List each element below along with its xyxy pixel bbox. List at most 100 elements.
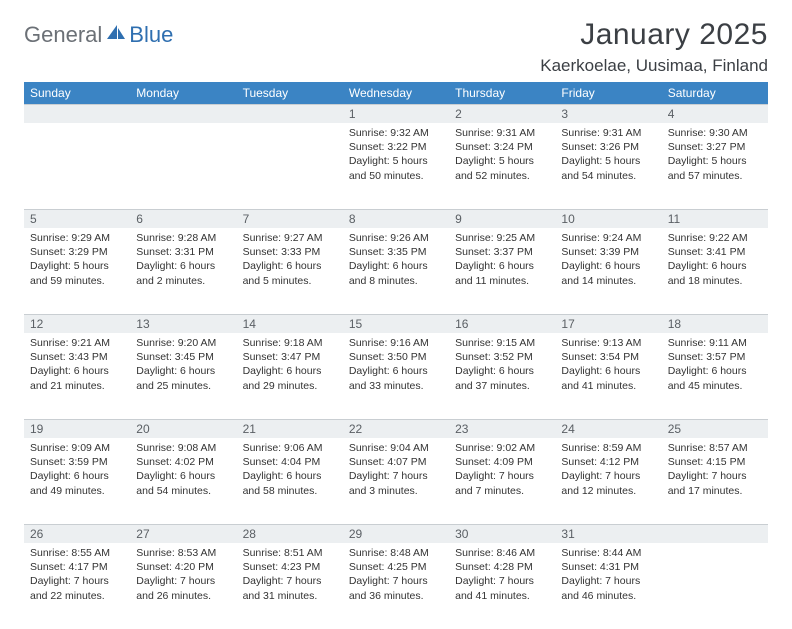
sunrise-line: Sunrise: 9:28 AM (136, 231, 230, 245)
day-cell: Sunrise: 9:29 AMSunset: 3:29 PMDaylight:… (24, 228, 130, 294)
sunrise-line: Sunrise: 9:15 AM (455, 336, 549, 350)
daylight-line: Daylight: 7 hours and 17 minutes. (668, 469, 762, 497)
sunset-line: Sunset: 3:50 PM (349, 350, 443, 364)
sunrise-line: Sunrise: 9:04 AM (349, 441, 443, 455)
day-cell: Sunrise: 8:51 AMSunset: 4:23 PMDaylight:… (237, 543, 343, 609)
sunset-line: Sunset: 3:31 PM (136, 245, 230, 259)
daylight-line: Daylight: 6 hours and 14 minutes. (561, 259, 655, 287)
weekday-header: Monday (130, 82, 236, 104)
sunset-line: Sunset: 4:31 PM (561, 560, 655, 574)
sunset-line: Sunset: 4:28 PM (455, 560, 549, 574)
day-cell: Sunrise: 9:31 AMSunset: 3:24 PMDaylight:… (449, 123, 555, 189)
day-number: 20 (130, 419, 236, 438)
sail-icon (105, 23, 127, 48)
empty-day (130, 104, 236, 123)
daynum-row: 262728293031 (24, 524, 768, 543)
daynum-row: 19202122232425 (24, 419, 768, 438)
day-number: 30 (449, 524, 555, 543)
sunrise-line: Sunrise: 8:44 AM (561, 546, 655, 560)
day-number: 17 (555, 314, 661, 333)
sunset-line: Sunset: 3:33 PM (243, 245, 337, 259)
daylight-line: Daylight: 7 hours and 31 minutes. (243, 574, 337, 602)
sunrise-line: Sunrise: 8:55 AM (30, 546, 124, 560)
sunrise-line: Sunrise: 9:06 AM (243, 441, 337, 455)
day-cell: Sunrise: 8:59 AMSunset: 4:12 PMDaylight:… (555, 438, 661, 504)
sunrise-line: Sunrise: 9:29 AM (30, 231, 124, 245)
sunrise-line: Sunrise: 9:16 AM (349, 336, 443, 350)
day-number: 26 (24, 524, 130, 543)
day-cell: Sunrise: 8:46 AMSunset: 4:28 PMDaylight:… (449, 543, 555, 609)
day-number: 16 (449, 314, 555, 333)
sunrise-line: Sunrise: 9:02 AM (455, 441, 549, 455)
calendar-table: SundayMondayTuesdayWednesdayThursdayFrid… (24, 82, 768, 629)
day-number: 21 (237, 419, 343, 438)
daylight-line: Daylight: 7 hours and 3 minutes. (349, 469, 443, 497)
day-number: 19 (24, 419, 130, 438)
logo-word-2: Blue (129, 22, 173, 48)
daylight-line: Daylight: 6 hours and 25 minutes. (136, 364, 230, 392)
sunrise-line: Sunrise: 9:27 AM (243, 231, 337, 245)
day-cell: Sunrise: 9:09 AMSunset: 3:59 PMDaylight:… (24, 438, 130, 504)
daylight-line: Daylight: 7 hours and 22 minutes. (30, 574, 124, 602)
daylight-line: Daylight: 6 hours and 29 minutes. (243, 364, 337, 392)
day-cell: Sunrise: 8:57 AMSunset: 4:15 PMDaylight:… (662, 438, 768, 504)
content-row: Sunrise: 9:29 AMSunset: 3:29 PMDaylight:… (24, 228, 768, 314)
daylight-line: Daylight: 7 hours and 7 minutes. (455, 469, 549, 497)
location: Kaerkoelae, Uusimaa, Finland (540, 56, 768, 76)
day-number: 7 (237, 209, 343, 228)
daylight-line: Daylight: 6 hours and 8 minutes. (349, 259, 443, 287)
sunrise-line: Sunrise: 8:57 AM (668, 441, 762, 455)
sunrise-line: Sunrise: 8:46 AM (455, 546, 549, 560)
day-cell: Sunrise: 9:26 AMSunset: 3:35 PMDaylight:… (343, 228, 449, 294)
day-cell: Sunrise: 9:20 AMSunset: 3:45 PMDaylight:… (130, 333, 236, 399)
day-cell: Sunrise: 9:15 AMSunset: 3:52 PMDaylight:… (449, 333, 555, 399)
sunset-line: Sunset: 3:22 PM (349, 140, 443, 154)
sunset-line: Sunset: 3:43 PM (30, 350, 124, 364)
day-number: 1 (343, 104, 449, 123)
day-number: 2 (449, 104, 555, 123)
sunset-line: Sunset: 3:45 PM (136, 350, 230, 364)
sunrise-line: Sunrise: 9:21 AM (30, 336, 124, 350)
daylight-line: Daylight: 7 hours and 12 minutes. (561, 469, 655, 497)
day-number: 9 (449, 209, 555, 228)
day-number: 15 (343, 314, 449, 333)
day-number: 31 (555, 524, 661, 543)
empty-day (237, 104, 343, 123)
sunrise-line: Sunrise: 9:32 AM (349, 126, 443, 140)
daylight-line: Daylight: 6 hours and 18 minutes. (668, 259, 762, 287)
sunrise-line: Sunrise: 9:13 AM (561, 336, 655, 350)
sunset-line: Sunset: 4:02 PM (136, 455, 230, 469)
weekday-header: Saturday (662, 82, 768, 104)
sunset-line: Sunset: 3:29 PM (30, 245, 124, 259)
sunset-line: Sunset: 3:26 PM (561, 140, 655, 154)
day-cell: Sunrise: 8:55 AMSunset: 4:17 PMDaylight:… (24, 543, 130, 609)
sunrise-line: Sunrise: 9:11 AM (668, 336, 762, 350)
day-cell: Sunrise: 8:48 AMSunset: 4:25 PMDaylight:… (343, 543, 449, 609)
daylight-line: Daylight: 7 hours and 41 minutes. (455, 574, 549, 602)
sunset-line: Sunset: 4:17 PM (30, 560, 124, 574)
sunset-line: Sunset: 3:47 PM (243, 350, 337, 364)
day-number: 5 (24, 209, 130, 228)
day-cell: Sunrise: 9:16 AMSunset: 3:50 PMDaylight:… (343, 333, 449, 399)
sunset-line: Sunset: 4:07 PM (349, 455, 443, 469)
day-number: 29 (343, 524, 449, 543)
day-cell: Sunrise: 9:08 AMSunset: 4:02 PMDaylight:… (130, 438, 236, 504)
weekday-header: Tuesday (237, 82, 343, 104)
logo: General Blue (24, 18, 173, 48)
sunrise-line: Sunrise: 9:08 AM (136, 441, 230, 455)
sunrise-line: Sunrise: 9:24 AM (561, 231, 655, 245)
sunset-line: Sunset: 3:27 PM (668, 140, 762, 154)
sunrise-line: Sunrise: 9:18 AM (243, 336, 337, 350)
sunset-line: Sunset: 3:39 PM (561, 245, 655, 259)
daylight-line: Daylight: 6 hours and 37 minutes. (455, 364, 549, 392)
day-cell: Sunrise: 9:11 AMSunset: 3:57 PMDaylight:… (662, 333, 768, 399)
daylight-line: Daylight: 6 hours and 58 minutes. (243, 469, 337, 497)
logo-word-1: General (24, 22, 102, 48)
weekday-header-row: SundayMondayTuesdayWednesdayThursdayFrid… (24, 82, 768, 104)
sunset-line: Sunset: 4:23 PM (243, 560, 337, 574)
day-cell: Sunrise: 9:22 AMSunset: 3:41 PMDaylight:… (662, 228, 768, 294)
sunset-line: Sunset: 3:35 PM (349, 245, 443, 259)
daylight-line: Daylight: 7 hours and 26 minutes. (136, 574, 230, 602)
daylight-line: Daylight: 5 hours and 59 minutes. (30, 259, 124, 287)
daynum-row: 1234 (24, 104, 768, 123)
